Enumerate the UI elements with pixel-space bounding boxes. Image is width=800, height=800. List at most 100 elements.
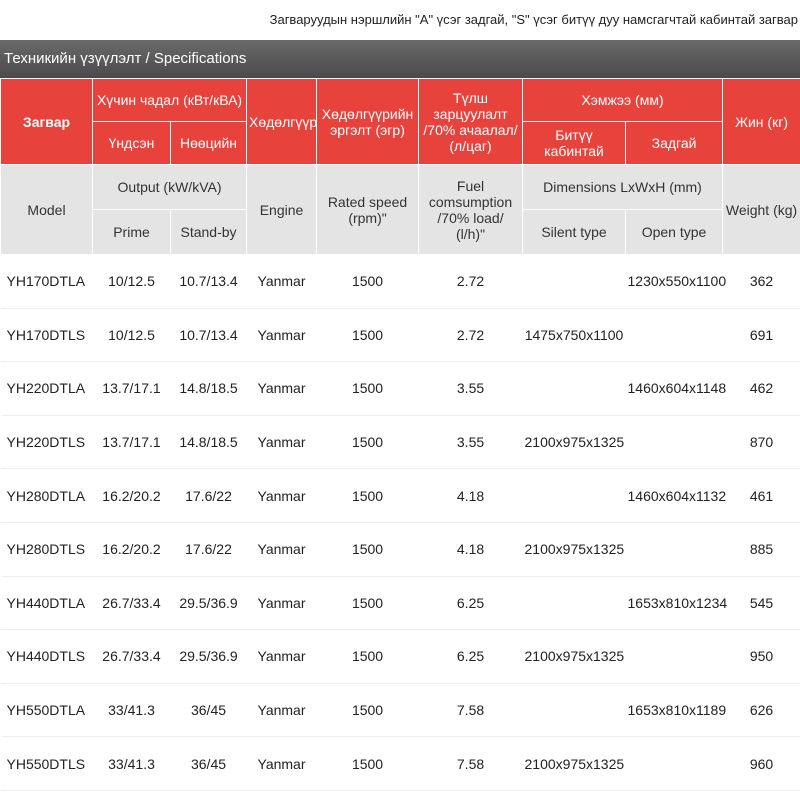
header-cell: Загвар: [0, 78, 93, 165]
data-cell: [625, 522, 723, 577]
data-cell: Yanmar: [246, 576, 317, 631]
header-cell: Stand-by: [169, 209, 248, 255]
header-row: Үндсэн Нөөцийн Битүү кабинтай Задгай: [1, 121, 800, 165]
data-cell: 885: [722, 522, 800, 577]
data-cell: YH220DTLS: [0, 415, 93, 470]
data-cell: 3.55: [418, 415, 523, 470]
data-cell: 545: [722, 576, 800, 631]
data-cell: YH280DTLS: [0, 522, 93, 577]
data-cell: [522, 576, 626, 631]
data-cell: Yanmar: [246, 361, 317, 416]
data-cell: 2100x975x1325: [522, 415, 626, 470]
header-row: Prime Stand-by Silent type Open type: [1, 209, 800, 255]
data-cell: 462: [722, 361, 800, 416]
data-cell: [625, 629, 723, 684]
data-cell: 1653x810x1189: [625, 683, 726, 738]
data-cell: 14.8/18.5: [170, 415, 247, 470]
header-cell: Prime: [92, 209, 171, 255]
header-row: Model Output (kW/kVA) Engine Rated speed…: [0, 164, 800, 255]
data-cell: YH440DTLA: [0, 576, 93, 631]
data-cell: 33/41.3: [92, 736, 171, 791]
data-cell: 362: [722, 254, 800, 309]
data-cell: 17.6/22: [170, 468, 247, 523]
data-row: YH550DTLS 33/41.3 36/45 Yanmar 1500 7.58 2100x…: [0, 736, 800, 791]
data-row: YH550DTLA 33/41.3 36/45 Yanmar 1500 7.58 1653x…: [0, 683, 800, 738]
header-cell: Үндсэн: [92, 121, 171, 165]
data-cell: 4.18: [418, 468, 523, 523]
data-cell: 13.7/17.1: [92, 415, 171, 470]
data-cell: 1500: [316, 415, 419, 470]
data-cell: 26.7/33.4: [92, 629, 171, 684]
data-cell: 7.58: [418, 683, 523, 738]
data-cell: 1460x604x1132: [625, 468, 726, 523]
data-cell: 4.18: [418, 522, 523, 577]
header-cell: Хэмжээ (мм): [522, 78, 724, 122]
data-row: YH440DTLA 26.7/33.4 29.5/36.9 Yanmar 1500 6.2…: [0, 576, 800, 631]
data-cell: 3.55: [418, 361, 523, 416]
data-cell: 2100x975x1325: [522, 736, 626, 791]
data-row: YH170DTLS 10/12.5 10.7/13.4 Yanmar 1500 2.72 1…: [0, 308, 800, 363]
data-row: YH440DTLS 26.7/33.4 29.5/36.9 Yanmar 1500 6.2…: [0, 629, 800, 684]
header-cell: Битүү кабинтай: [522, 121, 627, 165]
table-body: YH170DTLA 10/12.5 10.7/13.4 Yanmar 1500 2.72 1…: [0, 254, 800, 791]
data-cell: 10.7/13.4: [170, 254, 247, 309]
data-cell: 461: [722, 468, 800, 523]
data-cell: 2100x975x1325: [522, 522, 626, 577]
data-cell: 960: [722, 736, 800, 791]
data-cell: 29.5/36.9: [170, 629, 247, 684]
data-cell: 1653x810x1234: [625, 576, 727, 631]
data-cell: Yanmar: [246, 683, 317, 738]
data-cell: 1475x750x1100: [522, 308, 626, 363]
data-cell: YH170DTLA: [0, 254, 93, 309]
data-cell: 6.25: [418, 576, 523, 631]
data-cell: 1500: [316, 522, 419, 577]
header-cell: Silent type: [522, 209, 627, 255]
data-cell: [522, 254, 626, 309]
data-cell: Yanmar: [246, 522, 317, 577]
header-cell: Хүчин чадал (кВт/кВА): [91, 78, 248, 122]
data-row: YH280DTLS 16.2/20.2 17.6/22 Yanmar 1500 4.18 2…: [0, 522, 800, 577]
data-cell: 29.5/36.9: [170, 576, 247, 631]
data-cell: Yanmar: [246, 629, 317, 684]
data-cell: 2.72: [418, 308, 523, 363]
data-cell: YH440DTLS: [0, 629, 93, 684]
header-cell: Жин (кг): [722, 78, 800, 165]
header-cell: Rated speed (rpm)": [316, 164, 420, 255]
table-head: Загвар Хүчин чадал (кВт/кВА) Хөдөлгүүр Х…: [0, 78, 800, 255]
data-cell: 2.72: [418, 254, 523, 309]
data-cell: Yanmar: [246, 308, 317, 363]
header-cell: Engine: [246, 164, 318, 255]
data-cell: 36/45: [170, 683, 247, 738]
data-cell: YH170DTLS: [0, 308, 93, 363]
data-cell: YH550DTLA: [0, 683, 93, 738]
data-cell: [625, 736, 723, 791]
data-cell: 1460x604x1148: [625, 361, 726, 416]
data-cell: 1500: [316, 576, 419, 631]
data-cell: 2100x975x1325: [522, 629, 626, 684]
data-cell: [522, 468, 626, 523]
data-cell: [522, 683, 626, 738]
data-cell: 1500: [316, 361, 419, 416]
header-cell: Задгай: [625, 121, 724, 165]
data-row: YH220DTLA 13.7/17.1 14.8/18.5 Yanmar 1500 3.5…: [0, 361, 800, 416]
data-cell: [625, 415, 723, 470]
data-cell: 36/45: [170, 736, 247, 791]
section-title: Техникийн үзүүлэлт / Specifications: [0, 40, 800, 78]
header-cell: Weight (kg): [722, 164, 800, 255]
header-cell: Dimensions LxWxH (mm): [522, 164, 724, 210]
data-cell: 1230x550x1100: [625, 254, 726, 309]
data-cell: 1500: [316, 736, 419, 791]
data-cell: YH280DTLA: [0, 468, 93, 523]
header-cell: Нөөцийн: [169, 121, 248, 165]
data-cell: 10/12.5: [92, 308, 171, 363]
data-cell: [625, 308, 723, 363]
data-cell: 16.2/20.2: [92, 468, 171, 523]
data-cell: 626: [722, 683, 800, 738]
data-cell: 7.58: [418, 736, 523, 791]
data-cell: 6.25: [418, 629, 523, 684]
header-cell: Хөдөлгүүрийн эргэлт (эгр): [316, 78, 420, 165]
data-cell: YH220DTLA: [0, 361, 93, 416]
data-cell: [522, 361, 626, 416]
header-cell: Түлш зарцуулалт /70% ачаалал/ (л/цаг): [418, 78, 524, 165]
